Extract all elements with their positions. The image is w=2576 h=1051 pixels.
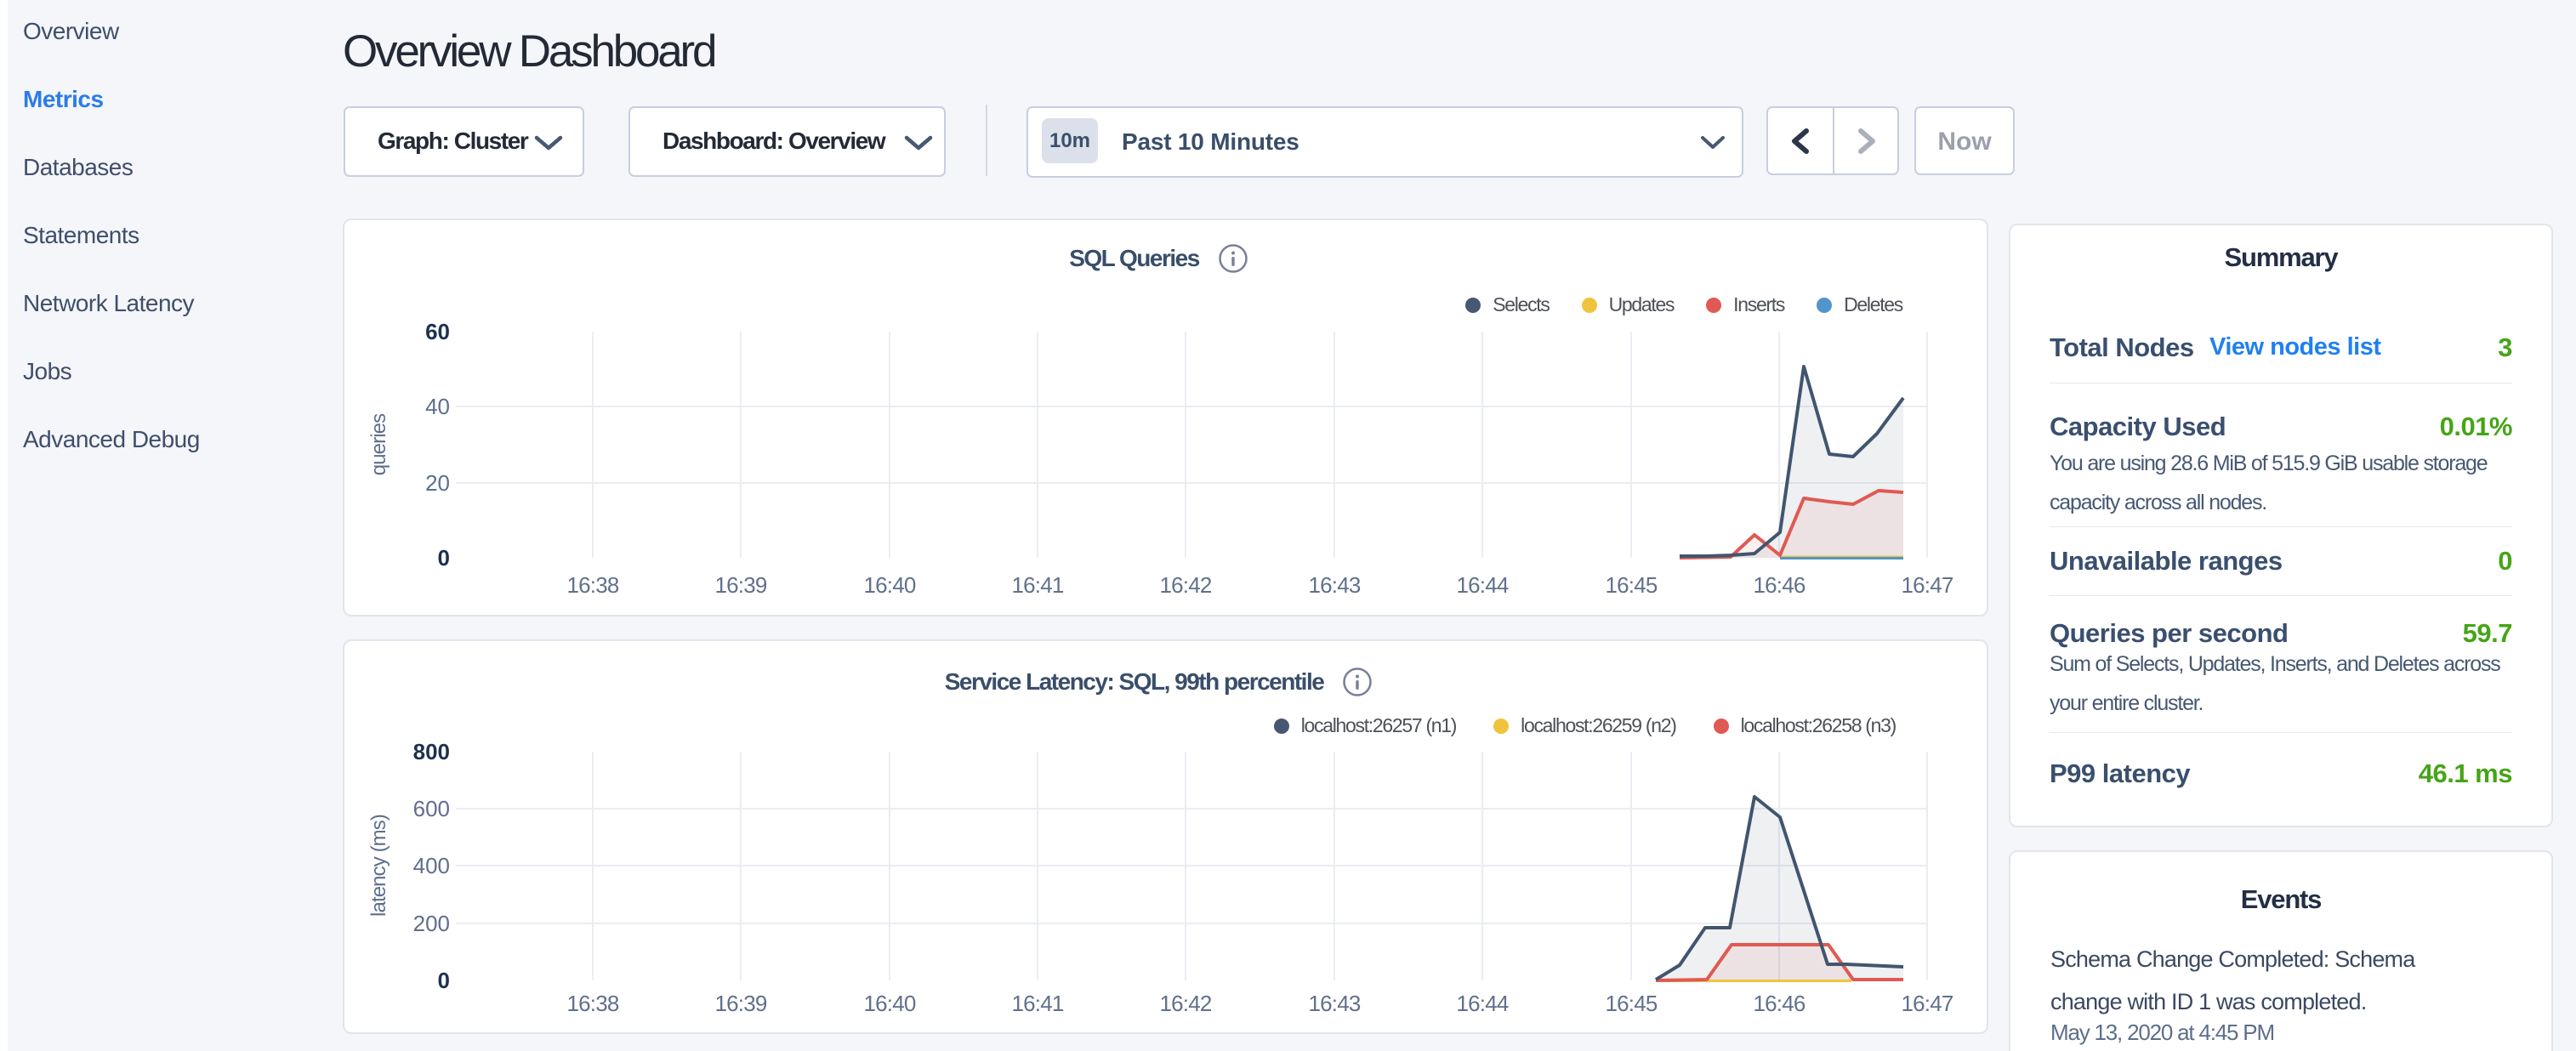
- svg-text:16:38: 16:38: [566, 991, 618, 1016]
- svg-text:200: 200: [413, 911, 450, 936]
- svg-text:16:43: 16:43: [1308, 572, 1360, 598]
- svg-text:16:41: 16:41: [1011, 572, 1063, 598]
- svg-text:16:40: 16:40: [863, 572, 915, 598]
- svg-text:16:38: 16:38: [566, 572, 618, 598]
- svg-text:800: 800: [413, 739, 450, 764]
- svg-text:20: 20: [425, 470, 450, 496]
- svg-text:600: 600: [413, 796, 450, 821]
- svg-text:16:46: 16:46: [1753, 572, 1805, 598]
- svg-text:16:40: 16:40: [863, 991, 915, 1016]
- svg-text:40: 40: [425, 394, 450, 419]
- svg-text:400: 400: [413, 853, 450, 878]
- svg-text:16:44: 16:44: [1456, 991, 1508, 1016]
- svg-text:latency (ms): latency (ms): [367, 815, 390, 917]
- svg-text:16:45: 16:45: [1605, 991, 1657, 1016]
- svg-text:16:45: 16:45: [1605, 572, 1657, 598]
- svg-text:16:47: 16:47: [1901, 991, 1953, 1016]
- svg-text:16:42: 16:42: [1159, 991, 1211, 1016]
- svg-text:16:47: 16:47: [1901, 572, 1953, 598]
- svg-text:16:39: 16:39: [714, 991, 766, 1016]
- svg-text:16:39: 16:39: [714, 572, 766, 598]
- svg-text:0: 0: [438, 968, 450, 993]
- svg-text:60: 60: [425, 319, 450, 344]
- svg-text:queries: queries: [367, 413, 390, 475]
- svg-text:16:44: 16:44: [1456, 572, 1508, 598]
- svg-text:16:42: 16:42: [1159, 572, 1211, 598]
- svg-text:0: 0: [438, 545, 450, 571]
- svg-text:16:46: 16:46: [1753, 991, 1805, 1016]
- svg-text:16:43: 16:43: [1308, 991, 1360, 1016]
- svg-text:16:41: 16:41: [1011, 991, 1063, 1016]
